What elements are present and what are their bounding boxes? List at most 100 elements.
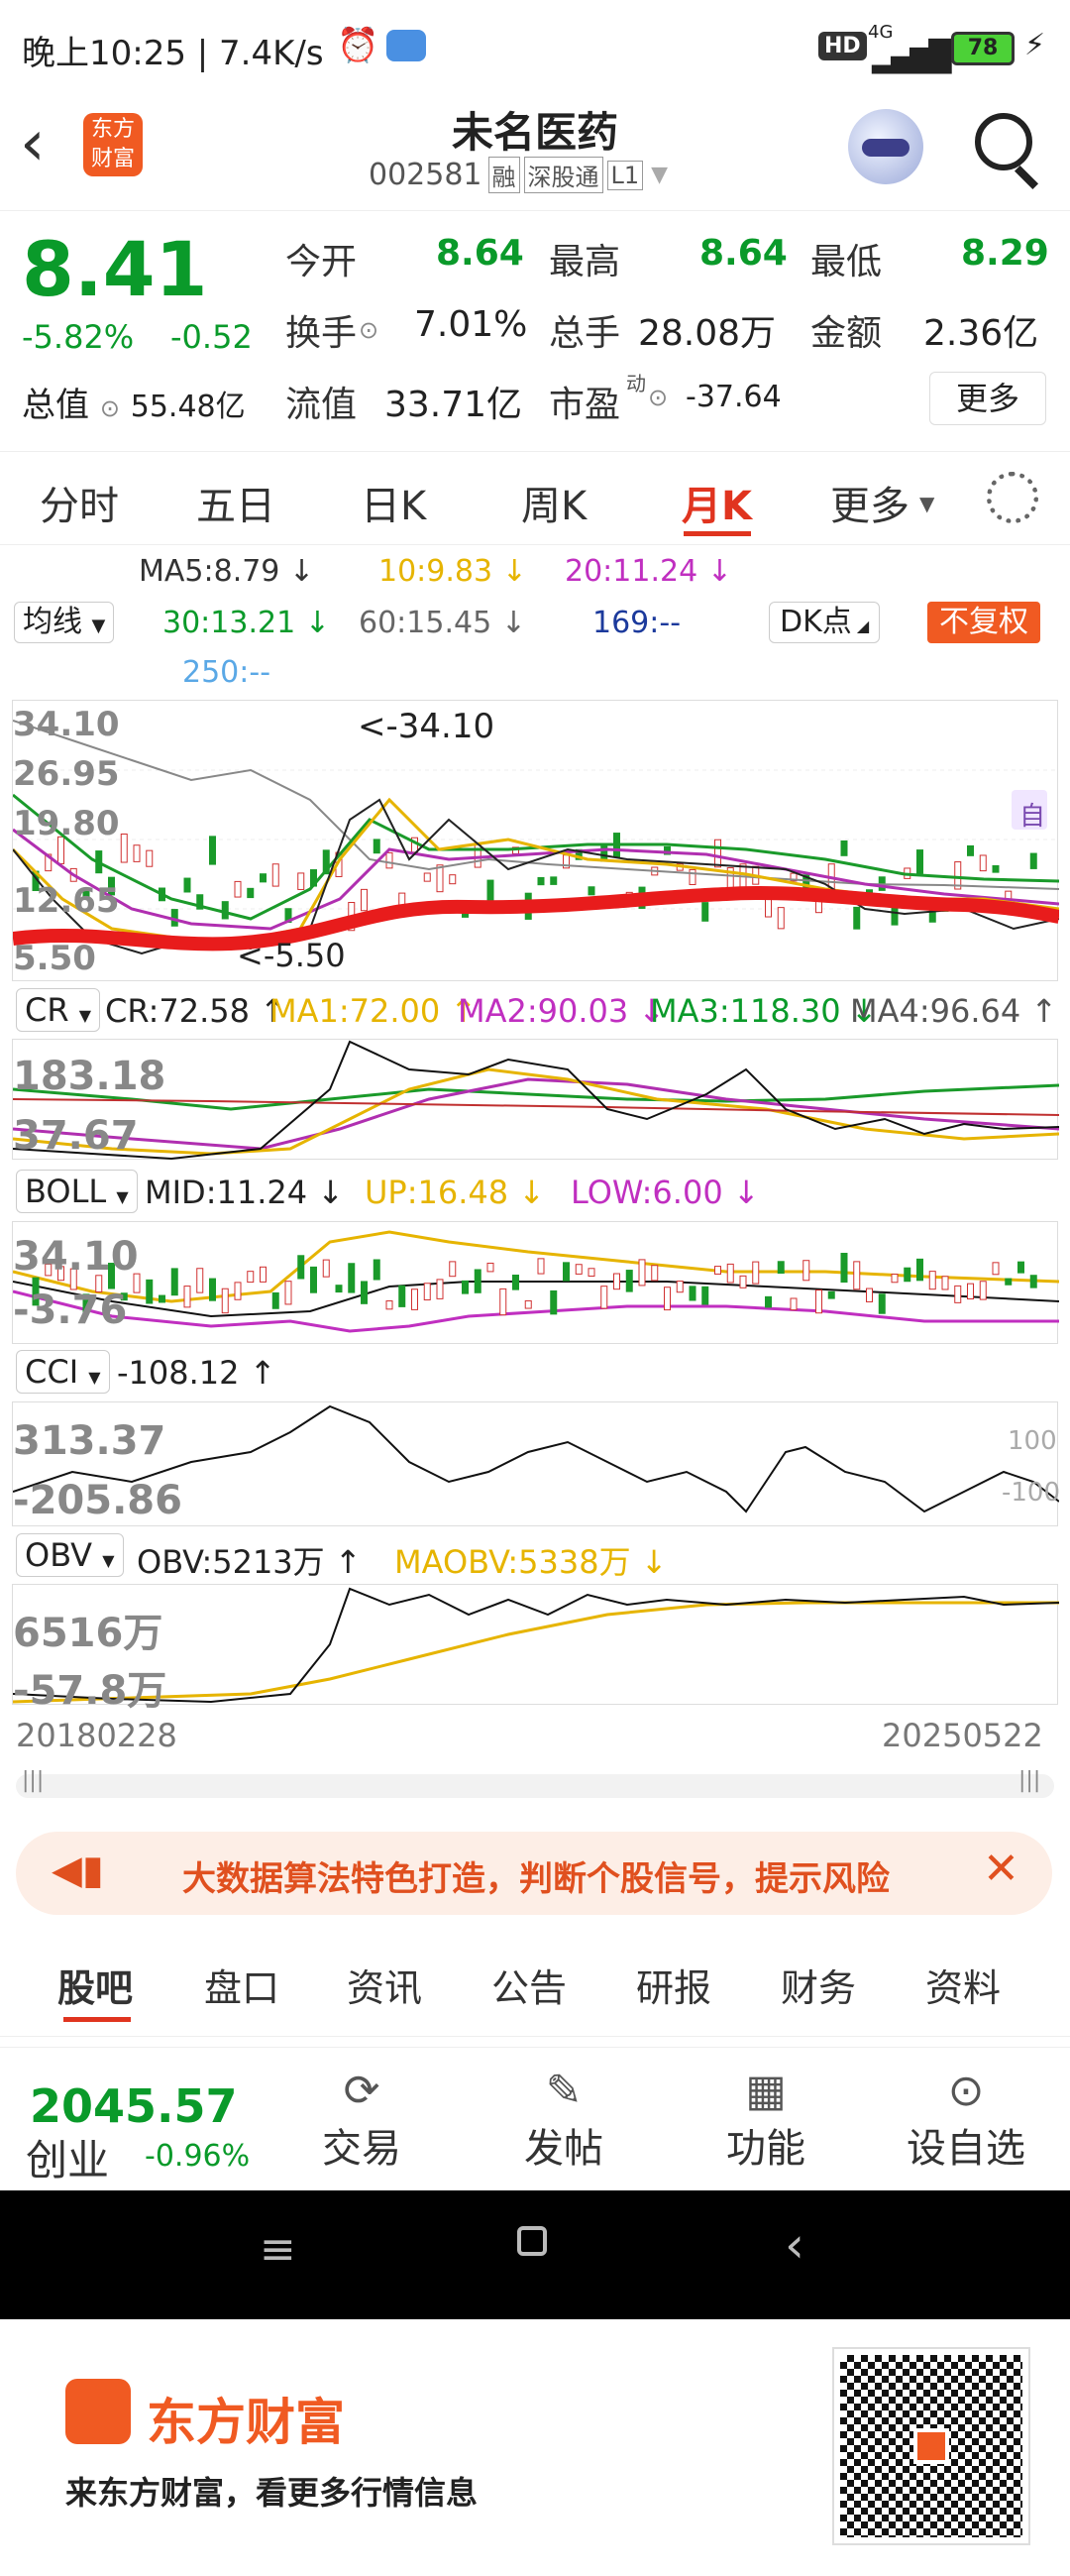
back-icon[interactable]: ‹: [20, 107, 46, 180]
candle: [398, 1285, 406, 1307]
maobv-value: MAOBV:5338万 ↓: [394, 1543, 668, 1581]
candle: [701, 902, 709, 922]
menu-icon[interactable]: ≡: [260, 2224, 296, 2275]
amount-label: 金额: [810, 313, 883, 354]
trade-button[interactable]: ⟳ 交易: [307, 2066, 416, 2174]
post-button[interactable]: ✎ 发帖: [509, 2066, 618, 2174]
obv-selector[interactable]: OBV ▼: [16, 1533, 124, 1577]
promo-banner[interactable]: ◀▮ 大数据算法特色打造，判断个股信号，提示风险 ✕: [16, 1832, 1052, 1915]
candle: [878, 1293, 886, 1314]
candle: [992, 864, 1000, 873]
no-adjust-button[interactable]: 不复权: [927, 602, 1040, 643]
candle: [449, 874, 457, 885]
date-end: 20250522: [882, 1717, 1043, 1754]
tab-news[interactable]: 资讯: [347, 1966, 423, 2010]
candle: [335, 1285, 343, 1293]
tab-five-day[interactable]: 五日: [196, 484, 275, 529]
tab-announcements[interactable]: 公告: [491, 1966, 568, 2010]
candle: [550, 876, 558, 885]
tab-more[interactable]: 更多: [830, 484, 910, 529]
last-price: 8.41: [22, 225, 208, 313]
more-button[interactable]: 更多: [929, 372, 1046, 425]
candle: [853, 906, 861, 930]
home-icon[interactable]: [517, 2226, 547, 2256]
candle: [170, 1268, 178, 1296]
candle: [802, 1260, 810, 1282]
ma-legend: MA5:8.79 ↓ 10:9.83 ↓ 20:11.24 ↓ 均线 ▼ 30:…: [0, 550, 1070, 699]
tab-intraday[interactable]: 分时: [40, 484, 119, 529]
range-scrollbar[interactable]: ||| |||: [16, 1768, 1054, 1798]
float-label: 流值: [285, 385, 358, 425]
candle: [398, 892, 406, 906]
brand-logo-icon: [65, 2379, 131, 2444]
qr-code: [832, 2347, 1030, 2545]
high-value: 8.64: [699, 233, 788, 274]
alarm-icon: ⏰: [337, 26, 379, 65]
candle: [196, 894, 204, 910]
index-ticker[interactable]: 2045.57 创业 -0.96%: [0, 2048, 277, 2191]
boll-chart[interactable]: 34.10 -3.76: [12, 1221, 1060, 1344]
back-nav-icon[interactable]: ‹: [785, 2216, 804, 2274]
ma-line-green: [12, 793, 1060, 921]
candle: [537, 1258, 545, 1275]
tab-orderbook[interactable]: 盘口: [204, 1966, 280, 2010]
candle: [499, 1288, 507, 1316]
date-start: 20180228: [16, 1717, 177, 1754]
add-watchlist-button[interactable]: ⊙ 设自选: [892, 2066, 1040, 2174]
cr-y-top: 183.18: [13, 1054, 166, 1099]
boll-selector[interactable]: BOLL ▼: [16, 1170, 138, 1213]
dk-point-toggle[interactable]: DK点 ◢: [769, 602, 881, 643]
scroll-handle-right[interactable]: |||: [1018, 1768, 1041, 1793]
float-value: 33.71亿: [384, 385, 523, 425]
tag-margin: 融: [487, 157, 520, 193]
high-label: 最高: [549, 242, 621, 282]
ma250-value: 250:--: [182, 655, 271, 690]
edit-icon: ✎: [545, 2066, 583, 2116]
obv-chart[interactable]: 6516万 -57.8万: [12, 1584, 1060, 1714]
robot-assistant-icon[interactable]: [848, 109, 923, 184]
tab-research[interactable]: 研报: [636, 1966, 712, 2010]
tab-profile[interactable]: 资料: [925, 1966, 1002, 2010]
scroll-handle-left[interactable]: |||: [22, 1768, 45, 1793]
ma-selector[interactable]: 均线 ▼: [14, 602, 115, 643]
info-icon[interactable]: ⊙: [359, 316, 379, 344]
candle: [512, 1275, 519, 1290]
yen-icon: ⟳: [343, 2066, 380, 2116]
candle: [133, 844, 141, 862]
info-icon[interactable]: ⊙: [648, 384, 669, 411]
grid-icon: ▦: [745, 2066, 787, 2116]
candle: [32, 1277, 40, 1306]
candle: [385, 851, 393, 869]
info-icon[interactable]: ⊙: [99, 394, 120, 422]
active-tab-indicator: [63, 2017, 131, 2022]
active-tab-indicator: [684, 531, 751, 536]
boll-y-top: 34.10: [13, 1234, 139, 1280]
cci-selector[interactable]: CCI ▼: [16, 1350, 110, 1394]
close-icon[interactable]: ✕: [983, 1844, 1019, 1894]
chevron-down-icon[interactable]: ▼: [651, 163, 669, 187]
tab-weekly[interactable]: 周K: [521, 484, 588, 529]
cr-selector[interactable]: CR ▼: [16, 988, 101, 1032]
y-axis-label-3: 19.80: [13, 804, 120, 843]
index-name: 创业: [26, 2136, 110, 2184]
tab-forum[interactable]: 股吧: [57, 1966, 134, 2010]
function-button[interactable]: ▦ 功能: [711, 2066, 820, 2174]
search-icon[interactable]: [975, 113, 1032, 170]
self-select-marker[interactable]: 自: [1019, 802, 1046, 832]
brand-logo[interactable]: 东方财富: [83, 113, 143, 176]
tab-finance[interactable]: 财务: [781, 1966, 857, 2010]
candle: [234, 880, 242, 898]
cr-chart[interactable]: 183.18 37.67: [12, 1039, 1060, 1161]
tab-monthly[interactable]: 月K: [682, 484, 752, 529]
candle: [247, 1271, 255, 1284]
candle: [57, 836, 64, 864]
kline-chart[interactable]: 34.10 26.95 19.80 12.65 5.50 <-34.10 <-5…: [11, 700, 1061, 981]
cci-chart[interactable]: 313.37 -205.86 100 -100: [12, 1401, 1060, 1526]
tab-daily[interactable]: 日K: [361, 484, 427, 529]
candle: [664, 845, 671, 855]
candle: [928, 1271, 936, 1290]
gear-icon[interactable]: [987, 472, 1038, 523]
candle: [1029, 852, 1037, 869]
ma20-value: 20:11.24 ↓: [565, 554, 732, 589]
candle: [967, 1283, 974, 1300]
